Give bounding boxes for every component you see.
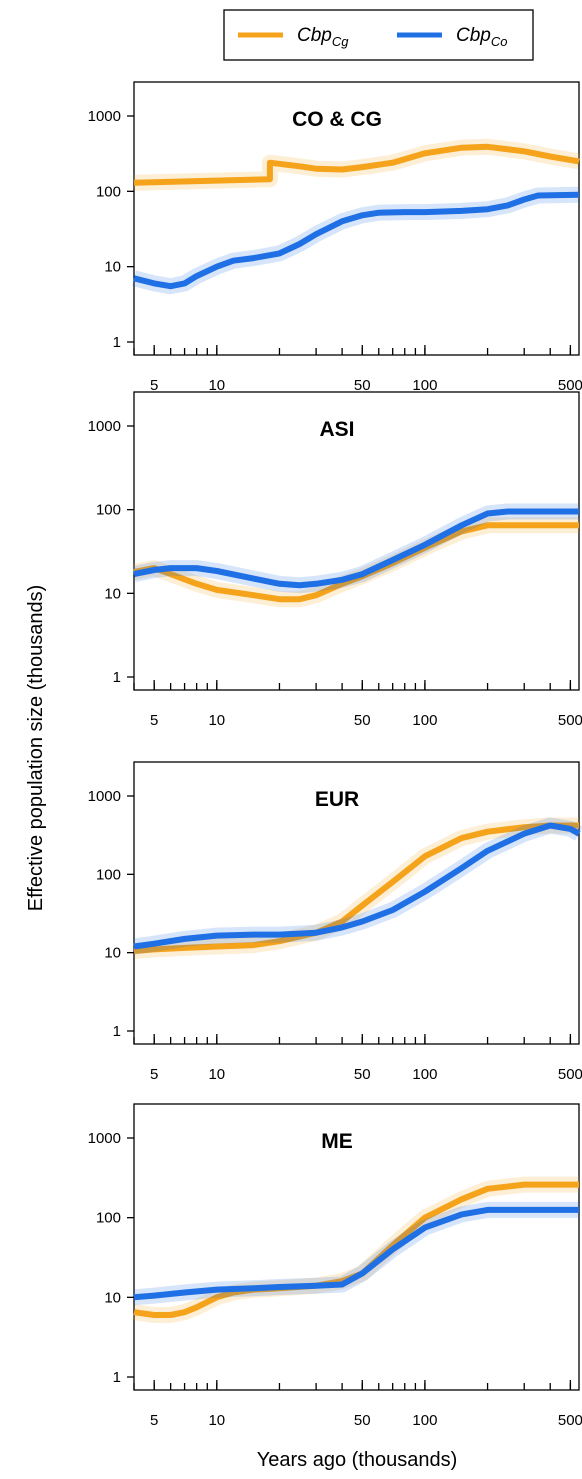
series-band-co <box>133 1201 579 1306</box>
y-tick-label: 1000 <box>88 418 121 435</box>
series-band-co <box>132 817 582 955</box>
plot-frame <box>133 1103 580 1391</box>
legend: CbpCg CbpCo <box>223 9 534 61</box>
panel-title: ASI <box>319 418 354 441</box>
x-axis-label: Years ago (thousands) <box>257 1449 458 1471</box>
x-tick-label: 5 <box>150 1066 158 1083</box>
panel-title: CO & CG <box>292 108 382 131</box>
legend-label-cg-base: Cbp <box>297 25 332 46</box>
x-tick-label: 10 <box>208 1066 225 1083</box>
panel-co-cg: 1 10 100 1000 5 10 50 100 500 CO & CG <box>88 81 582 394</box>
plot-frame <box>133 761 580 1045</box>
y-tick-label: 100 <box>96 866 121 883</box>
x-tick-label: 50 <box>354 1412 371 1429</box>
x-tick-label: 50 <box>354 377 371 394</box>
x-tick-label: 100 <box>412 1066 437 1083</box>
legend-label-co-base: Cbp <box>456 25 491 46</box>
x-tick-label: 50 <box>354 1066 371 1083</box>
y-tick-label: 1000 <box>88 788 121 805</box>
x-tick-label: 100 <box>412 1412 437 1429</box>
y-tick-label: 10 <box>104 259 121 276</box>
panel-asi: 1 10 100 1000 5 10 50 100 500 ASI <box>88 391 582 729</box>
y-tick-label: 1000 <box>88 1130 121 1147</box>
series-line-cg <box>133 143 580 186</box>
x-tick-label: 100 <box>412 712 437 729</box>
x-tick-label: 10 <box>208 377 225 394</box>
y-tick-label: 10 <box>104 1289 121 1306</box>
plot-frame <box>133 391 580 691</box>
series-line-co <box>133 1206 579 1301</box>
x-tick-label: 500 <box>558 1412 582 1429</box>
y-tick-label: 100 <box>96 183 121 200</box>
x-tick-label: 5 <box>150 377 158 394</box>
series-line-cg <box>133 822 579 954</box>
x-tick-label: 500 <box>558 1066 582 1083</box>
series-line-co <box>133 191 580 290</box>
y-axis-label: Effective population size (thousands) <box>25 585 47 912</box>
series-line-cg <box>133 522 579 603</box>
panel-title: ME <box>321 1130 353 1153</box>
y-tick-label: 100 <box>96 1210 121 1227</box>
x-tick-label: 5 <box>150 1412 158 1429</box>
legend-label-co: CbpCo <box>456 25 507 49</box>
y-tick-label: 10 <box>104 585 121 602</box>
plot-frame <box>133 81 580 356</box>
legend-label-co-sub: Co <box>491 34 508 49</box>
y-tick-label: 1 <box>113 1369 121 1386</box>
y-tick-label: 1000 <box>88 108 121 125</box>
panel-title: EUR <box>315 788 359 811</box>
y-tick-label: 1 <box>113 334 121 351</box>
series-line-co <box>133 508 579 589</box>
x-tick-label: 10 <box>208 712 225 729</box>
x-tick-label: 50 <box>354 712 371 729</box>
x-tick-label: 500 <box>558 712 582 729</box>
panel-me: 1 10 100 1000 5 10 50 100 500 ME <box>88 1103 582 1429</box>
x-tick-label: 500 <box>558 377 582 394</box>
series-line-co <box>133 822 581 950</box>
x-tick-label: 10 <box>208 1412 225 1429</box>
x-tick-label: 5 <box>150 712 158 729</box>
y-tick-label: 10 <box>104 945 121 962</box>
legend-label-cg: CbpCg <box>297 25 349 49</box>
y-tick-label: 1 <box>113 1023 121 1040</box>
x-tick-label: 100 <box>412 377 437 394</box>
legend-label-cg-sub: Cg <box>332 34 349 49</box>
panel-eur: 1 10 100 1000 5 10 50 100 500 EUR <box>88 761 582 1083</box>
y-tick-label: 100 <box>96 502 121 519</box>
y-tick-label: 1 <box>113 669 121 686</box>
